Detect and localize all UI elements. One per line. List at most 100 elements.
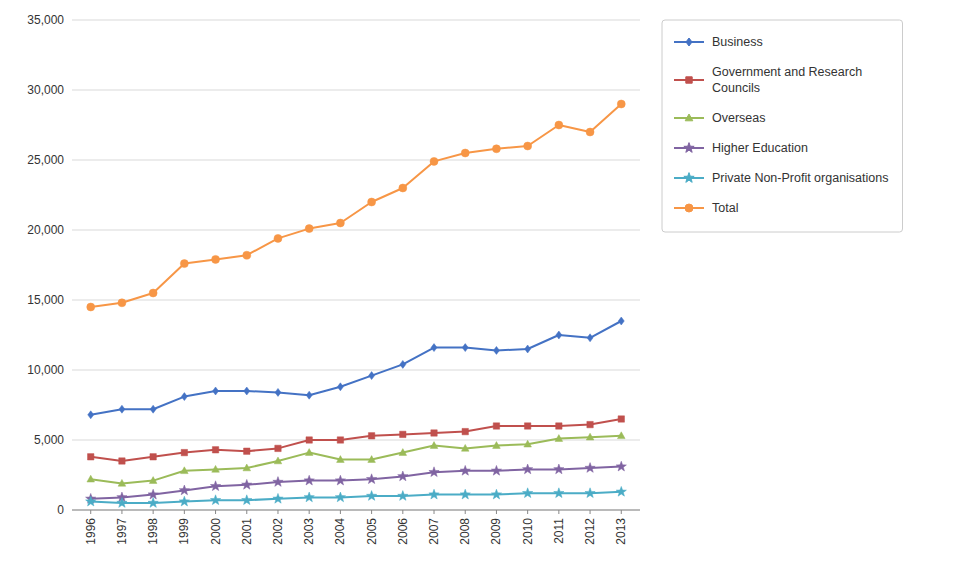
legend: BusinessGovernment and ResearchCouncilsO…	[662, 20, 902, 232]
series-marker	[150, 454, 156, 460]
series-marker	[304, 492, 314, 502]
x-tick	[153, 510, 154, 514]
grid-line	[72, 20, 640, 21]
series-marker	[181, 467, 189, 474]
x-tick	[215, 510, 216, 514]
series-marker	[179, 496, 189, 506]
series-marker	[274, 234, 282, 242]
grid-line	[72, 90, 640, 91]
series-marker	[118, 299, 126, 307]
series-marker	[556, 331, 562, 339]
series-marker	[118, 479, 126, 486]
x-tick-label: 2000	[209, 518, 223, 545]
series-marker	[586, 128, 594, 136]
series-marker	[491, 465, 501, 475]
legend-label: Private Non-Profit organisations	[712, 171, 888, 185]
series-marker	[587, 421, 593, 427]
x-tick-label: 2001	[240, 518, 254, 545]
legend-label: Total	[712, 201, 738, 215]
series-marker	[618, 317, 624, 325]
y-tick-label: 0	[57, 503, 64, 517]
x-tick-label: 1998	[146, 518, 160, 545]
series	[86, 461, 627, 503]
x-tick	[309, 510, 310, 514]
series-marker	[586, 433, 594, 440]
series-marker	[181, 393, 187, 401]
series-marker	[213, 387, 219, 395]
series-marker	[400, 431, 406, 437]
legend-item: Overseas	[674, 111, 766, 125]
series-marker	[524, 423, 530, 429]
x-tick-label: 2005	[365, 518, 379, 545]
series-line	[91, 321, 622, 415]
series-marker	[148, 498, 158, 508]
legend-marker	[684, 173, 694, 183]
plot-area	[86, 100, 627, 507]
x-tick	[496, 510, 497, 514]
series-marker	[368, 433, 374, 439]
y-tick-label: 5,000	[34, 433, 64, 447]
x-tick	[558, 510, 559, 514]
series-line	[91, 492, 622, 503]
series-marker	[275, 445, 281, 451]
x-tick	[90, 510, 91, 514]
series-marker	[149, 477, 157, 484]
legend-item: Total	[674, 201, 738, 215]
legend-item: Higher Education	[674, 141, 808, 155]
x-tick	[527, 510, 528, 514]
x-tick-label: 2012	[583, 518, 597, 545]
series-marker	[88, 454, 94, 460]
series-marker	[366, 491, 376, 501]
series-marker	[150, 405, 156, 413]
series-marker	[86, 496, 96, 506]
grid-line	[72, 510, 640, 511]
series-marker	[337, 383, 343, 391]
legend-item: Private Non-Profit organisations	[674, 171, 888, 185]
series-marker	[399, 449, 407, 456]
x-tick-label: 2004	[333, 518, 347, 545]
series-marker	[369, 372, 375, 380]
series-line	[91, 436, 622, 484]
series-marker	[617, 100, 625, 108]
series-marker	[618, 416, 624, 422]
grid	[72, 20, 640, 510]
series-line	[91, 104, 622, 307]
series-marker	[273, 493, 283, 503]
y-tick-label: 30,000	[27, 83, 64, 97]
series-marker	[460, 489, 470, 499]
series-marker	[210, 495, 220, 505]
series-marker	[491, 489, 501, 499]
series-marker	[368, 198, 376, 206]
legend-label: Government and ResearchCouncils	[712, 65, 862, 95]
series-marker	[493, 423, 499, 429]
series-marker	[180, 260, 188, 268]
grid-line	[72, 300, 640, 301]
series-marker	[117, 498, 127, 508]
legend-item: Government and ResearchCouncils	[674, 65, 862, 95]
legend-marker	[686, 38, 692, 46]
x-tick	[246, 510, 247, 514]
x-tick	[277, 510, 278, 514]
x-tick-label: 2002	[271, 518, 285, 545]
series-marker	[400, 360, 406, 368]
series-marker	[275, 388, 281, 396]
series-marker	[273, 477, 283, 487]
x-axis-line	[72, 510, 640, 511]
series-marker	[366, 474, 376, 484]
y-tick-label: 35,000	[27, 13, 64, 27]
series	[88, 317, 625, 419]
x-tick	[121, 510, 122, 514]
grid-line	[72, 230, 640, 231]
y-tick-label: 20,000	[27, 223, 64, 237]
x-tick-label: 2007	[427, 518, 441, 545]
series-marker	[430, 157, 438, 165]
x-tick	[590, 510, 591, 514]
series-marker	[243, 464, 251, 471]
series-marker	[398, 491, 408, 501]
series-marker	[462, 428, 468, 434]
legend-label: Higher Education	[712, 141, 808, 155]
x-tick-label: 2010	[521, 518, 535, 545]
series-marker	[306, 391, 312, 399]
series-line	[91, 419, 622, 461]
legend-marker	[685, 204, 693, 212]
